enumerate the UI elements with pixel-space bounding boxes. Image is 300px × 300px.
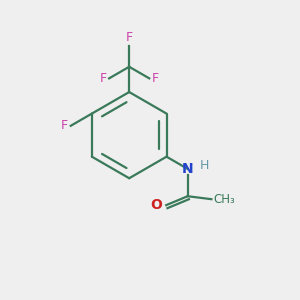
Text: F: F [126, 31, 133, 44]
Text: O: O [151, 198, 162, 212]
Text: F: F [100, 72, 107, 85]
Text: CH₃: CH₃ [213, 193, 235, 206]
Text: H: H [200, 159, 209, 172]
Text: F: F [152, 72, 159, 85]
Text: N: N [182, 162, 194, 176]
Text: F: F [61, 119, 68, 132]
